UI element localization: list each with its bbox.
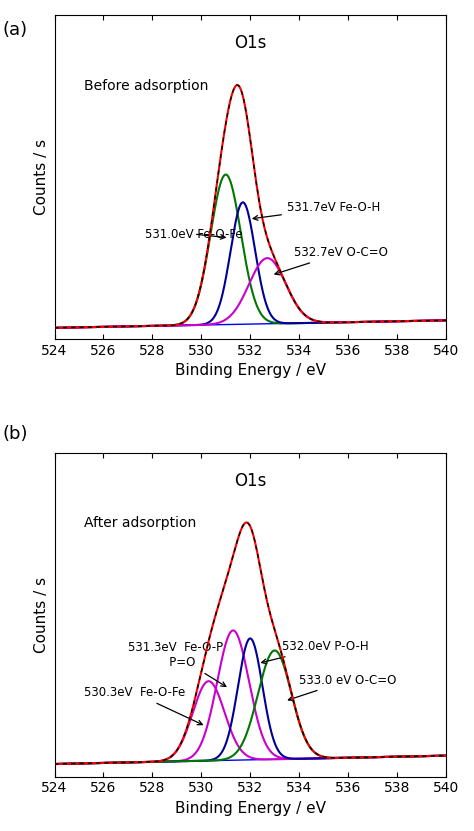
Text: O1s: O1s bbox=[234, 34, 266, 52]
Text: 531.3eV  Fe-O-P
           P=O: 531.3eV Fe-O-P P=O bbox=[128, 642, 226, 686]
Text: (b): (b) bbox=[2, 425, 28, 444]
Y-axis label: Counts / s: Counts / s bbox=[34, 139, 49, 215]
Text: O1s: O1s bbox=[234, 472, 266, 489]
X-axis label: Binding Energy / eV: Binding Energy / eV bbox=[175, 363, 326, 378]
Text: 533.0 eV O-C=O: 533.0 eV O-C=O bbox=[288, 674, 396, 701]
X-axis label: Binding Energy / eV: Binding Energy / eV bbox=[175, 801, 326, 816]
Text: (a): (a) bbox=[2, 21, 27, 39]
Text: After adsorption: After adsorption bbox=[84, 517, 196, 530]
Text: 531.7eV Fe-O-H: 531.7eV Fe-O-H bbox=[253, 201, 380, 220]
Text: Before adsorption: Before adsorption bbox=[84, 79, 208, 93]
Text: 532.0eV P-O-H: 532.0eV P-O-H bbox=[262, 641, 369, 664]
Y-axis label: Counts / s: Counts / s bbox=[34, 577, 49, 652]
Text: 532.7eV O-C=O: 532.7eV O-C=O bbox=[275, 246, 388, 275]
Text: 530.3eV  Fe-O-Fe: 530.3eV Fe-O-Fe bbox=[84, 686, 202, 725]
Text: 531.0eV Fe-O-Fe: 531.0eV Fe-O-Fe bbox=[145, 228, 243, 241]
